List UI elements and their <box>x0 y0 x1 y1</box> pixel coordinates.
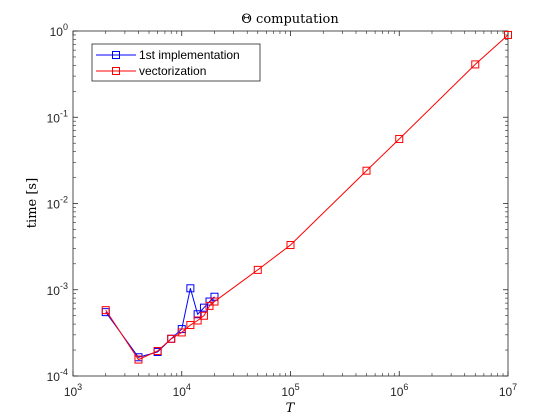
data-point-vectorization <box>177 328 186 337</box>
data-point-1st-implementation <box>186 284 195 293</box>
data-point-1st-implementation <box>199 303 208 312</box>
data-point-1st-implementation <box>210 292 219 301</box>
data-point-vectorization <box>395 134 404 143</box>
legend: 1st implementation vectorization <box>91 43 261 82</box>
data-point-vectorization <box>362 166 371 175</box>
data-point-vectorization <box>286 241 295 250</box>
x-tick-label: 107 <box>499 382 517 399</box>
chart-title: Θ computation <box>241 12 339 27</box>
y-tick-marks <box>73 30 508 377</box>
data-point-vectorization <box>471 60 480 69</box>
y-tick-label: 100 <box>50 22 68 39</box>
minor-ticks <box>73 31 508 376</box>
data-point-1st-implementation <box>193 310 202 319</box>
data-point-vectorization <box>199 311 208 320</box>
data-point-vectorization <box>186 321 195 330</box>
data-point-vectorization <box>134 355 143 364</box>
data-point-vectorization <box>504 30 512 39</box>
y-tick-labels: 10-4 10-3 10-2 10-1 100 <box>47 22 68 384</box>
y-axis-label: time [s] <box>25 178 40 228</box>
x-axis-label: T <box>286 401 296 416</box>
data-point-vectorization <box>205 301 214 310</box>
y-tick-label: 10-2 <box>47 195 68 212</box>
y-tick-label: 10-4 <box>47 367 68 384</box>
data-point-vectorization <box>193 316 202 325</box>
x-tick-label: 105 <box>281 382 299 399</box>
series-layer <box>101 30 512 364</box>
data-point-vectorization <box>101 306 110 315</box>
data-point-vectorization <box>210 297 219 306</box>
x-tick-label: 106 <box>390 382 408 399</box>
y-tick-label: 10-3 <box>47 281 68 298</box>
data-point-1st-implementation <box>205 297 214 306</box>
plot-area <box>72 30 509 377</box>
legend-label-vectorization: vectorization <box>139 64 206 78</box>
legend-marker-vectorization <box>112 67 120 75</box>
x-tick-labels: 103 104 105 106 107 <box>64 382 517 399</box>
series-line-vectorization <box>105 34 509 361</box>
legend-label-1st-implementation: 1st implementation <box>139 48 240 62</box>
x-tick-label: 104 <box>173 382 191 399</box>
data-point-vectorization <box>167 334 176 343</box>
y-tick-label: 10-1 <box>47 108 68 125</box>
data-point-vectorization <box>153 346 162 355</box>
legend-marker-1st-implementation <box>112 51 120 59</box>
data-point-vectorization <box>253 265 262 274</box>
x-tick-label: 103 <box>64 382 82 399</box>
